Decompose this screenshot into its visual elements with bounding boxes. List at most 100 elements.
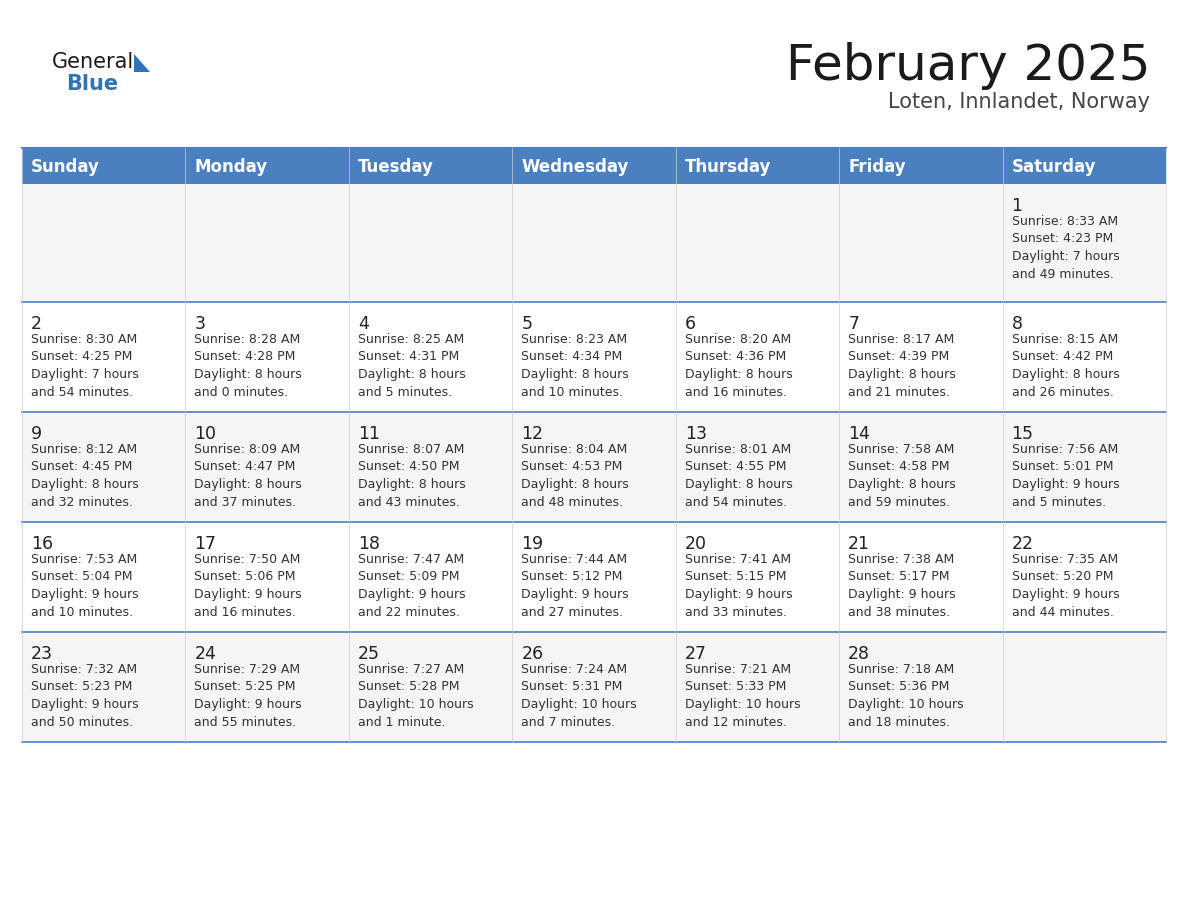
Text: Sunset: 5:06 PM: Sunset: 5:06 PM bbox=[195, 570, 296, 584]
Text: 10: 10 bbox=[195, 425, 216, 443]
Text: and 16 minutes.: and 16 minutes. bbox=[684, 386, 786, 398]
Text: Daylight: 8 hours: Daylight: 8 hours bbox=[358, 368, 466, 381]
Text: Sunrise: 8:25 AM: Sunrise: 8:25 AM bbox=[358, 333, 465, 346]
Text: Sunday: Sunday bbox=[31, 158, 100, 176]
Text: and 18 minutes.: and 18 minutes. bbox=[848, 715, 950, 729]
Text: 20: 20 bbox=[684, 535, 707, 553]
Text: Daylight: 9 hours: Daylight: 9 hours bbox=[195, 698, 302, 711]
Text: Sunrise: 7:56 AM: Sunrise: 7:56 AM bbox=[1011, 443, 1118, 456]
Text: Sunrise: 8:17 AM: Sunrise: 8:17 AM bbox=[848, 333, 954, 346]
Text: Daylight: 10 hours: Daylight: 10 hours bbox=[358, 698, 474, 711]
Text: Sunrise: 7:44 AM: Sunrise: 7:44 AM bbox=[522, 553, 627, 566]
Text: 5: 5 bbox=[522, 315, 532, 333]
Text: Sunset: 5:33 PM: Sunset: 5:33 PM bbox=[684, 680, 786, 693]
Text: 7: 7 bbox=[848, 315, 859, 333]
Text: Daylight: 10 hours: Daylight: 10 hours bbox=[848, 698, 963, 711]
Text: Loten, Innlandet, Norway: Loten, Innlandet, Norway bbox=[887, 92, 1150, 112]
Text: and 59 minutes.: and 59 minutes. bbox=[848, 496, 950, 509]
Text: 14: 14 bbox=[848, 425, 870, 443]
Text: and 43 minutes.: and 43 minutes. bbox=[358, 496, 460, 509]
Bar bbox=[676, 522, 839, 632]
Text: Sunset: 5:04 PM: Sunset: 5:04 PM bbox=[31, 570, 133, 584]
Text: 1: 1 bbox=[1011, 197, 1023, 215]
Text: 25: 25 bbox=[358, 645, 380, 663]
Bar bbox=[839, 184, 1003, 302]
Bar bbox=[349, 412, 512, 522]
Bar bbox=[1003, 184, 1165, 302]
Bar bbox=[349, 184, 512, 302]
Text: Sunrise: 7:32 AM: Sunrise: 7:32 AM bbox=[31, 663, 137, 676]
Bar bbox=[676, 302, 839, 412]
Bar bbox=[1003, 148, 1165, 184]
Text: 4: 4 bbox=[358, 315, 368, 333]
Bar bbox=[839, 632, 1003, 742]
Text: and 21 minutes.: and 21 minutes. bbox=[848, 386, 950, 398]
Text: 8: 8 bbox=[1011, 315, 1023, 333]
Text: Sunset: 4:39 PM: Sunset: 4:39 PM bbox=[848, 351, 949, 364]
Text: Daylight: 9 hours: Daylight: 9 hours bbox=[684, 588, 792, 601]
Text: and 10 minutes.: and 10 minutes. bbox=[522, 386, 624, 398]
Text: Daylight: 9 hours: Daylight: 9 hours bbox=[31, 698, 139, 711]
Text: Sunrise: 7:50 AM: Sunrise: 7:50 AM bbox=[195, 553, 301, 566]
Bar bbox=[185, 632, 349, 742]
Text: February 2025: February 2025 bbox=[785, 42, 1150, 90]
Polygon shape bbox=[134, 54, 150, 72]
Text: Sunrise: 8:01 AM: Sunrise: 8:01 AM bbox=[684, 443, 791, 456]
Text: Sunrise: 8:15 AM: Sunrise: 8:15 AM bbox=[1011, 333, 1118, 346]
Bar bbox=[185, 148, 349, 184]
Text: Wednesday: Wednesday bbox=[522, 158, 628, 176]
Text: Friday: Friday bbox=[848, 158, 905, 176]
Text: Sunset: 4:50 PM: Sunset: 4:50 PM bbox=[358, 461, 460, 474]
Text: Sunset: 5:12 PM: Sunset: 5:12 PM bbox=[522, 570, 623, 584]
Text: Sunset: 4:47 PM: Sunset: 4:47 PM bbox=[195, 461, 296, 474]
Text: and 48 minutes.: and 48 minutes. bbox=[522, 496, 624, 509]
Text: Sunset: 5:20 PM: Sunset: 5:20 PM bbox=[1011, 570, 1113, 584]
Text: and 1 minute.: and 1 minute. bbox=[358, 715, 446, 729]
Text: 12: 12 bbox=[522, 425, 543, 443]
Text: Sunset: 4:58 PM: Sunset: 4:58 PM bbox=[848, 461, 949, 474]
Text: Daylight: 10 hours: Daylight: 10 hours bbox=[684, 698, 801, 711]
Bar bbox=[512, 148, 676, 184]
Text: Monday: Monday bbox=[195, 158, 267, 176]
Text: and 54 minutes.: and 54 minutes. bbox=[31, 386, 133, 398]
Text: Sunrise: 7:21 AM: Sunrise: 7:21 AM bbox=[684, 663, 791, 676]
Text: 3: 3 bbox=[195, 315, 206, 333]
Text: Sunrise: 8:30 AM: Sunrise: 8:30 AM bbox=[31, 333, 138, 346]
Text: and 38 minutes.: and 38 minutes. bbox=[848, 606, 950, 619]
Text: 15: 15 bbox=[1011, 425, 1034, 443]
Bar bbox=[349, 148, 512, 184]
Bar bbox=[23, 522, 185, 632]
Text: Daylight: 8 hours: Daylight: 8 hours bbox=[522, 478, 628, 491]
Text: Daylight: 7 hours: Daylight: 7 hours bbox=[1011, 250, 1119, 263]
Text: Sunset: 4:34 PM: Sunset: 4:34 PM bbox=[522, 351, 623, 364]
Text: and 49 minutes.: and 49 minutes. bbox=[1011, 267, 1113, 281]
Text: Daylight: 9 hours: Daylight: 9 hours bbox=[31, 588, 139, 601]
Text: and 5 minutes.: and 5 minutes. bbox=[358, 386, 451, 398]
Text: and 22 minutes.: and 22 minutes. bbox=[358, 606, 460, 619]
Text: and 7 minutes.: and 7 minutes. bbox=[522, 715, 615, 729]
Text: Daylight: 8 hours: Daylight: 8 hours bbox=[195, 478, 302, 491]
Text: Daylight: 9 hours: Daylight: 9 hours bbox=[1011, 588, 1119, 601]
Text: Sunrise: 7:18 AM: Sunrise: 7:18 AM bbox=[848, 663, 954, 676]
Bar bbox=[349, 302, 512, 412]
Bar bbox=[23, 184, 185, 302]
Text: Sunrise: 7:38 AM: Sunrise: 7:38 AM bbox=[848, 553, 954, 566]
Text: Daylight: 7 hours: Daylight: 7 hours bbox=[31, 368, 139, 381]
Text: and 26 minutes.: and 26 minutes. bbox=[1011, 386, 1113, 398]
Text: Sunrise: 7:53 AM: Sunrise: 7:53 AM bbox=[31, 553, 138, 566]
Text: Sunset: 5:31 PM: Sunset: 5:31 PM bbox=[522, 680, 623, 693]
Bar bbox=[185, 184, 349, 302]
Text: Daylight: 8 hours: Daylight: 8 hours bbox=[358, 478, 466, 491]
Text: and 27 minutes.: and 27 minutes. bbox=[522, 606, 624, 619]
Text: and 54 minutes.: and 54 minutes. bbox=[684, 496, 786, 509]
Bar bbox=[185, 522, 349, 632]
Text: Sunrise: 8:09 AM: Sunrise: 8:09 AM bbox=[195, 443, 301, 456]
Text: Daylight: 8 hours: Daylight: 8 hours bbox=[1011, 368, 1119, 381]
Bar bbox=[349, 522, 512, 632]
Text: Sunrise: 7:24 AM: Sunrise: 7:24 AM bbox=[522, 663, 627, 676]
Text: Daylight: 8 hours: Daylight: 8 hours bbox=[522, 368, 628, 381]
Bar bbox=[839, 412, 1003, 522]
Text: Sunset: 4:31 PM: Sunset: 4:31 PM bbox=[358, 351, 459, 364]
Bar bbox=[23, 412, 185, 522]
Bar bbox=[676, 148, 839, 184]
